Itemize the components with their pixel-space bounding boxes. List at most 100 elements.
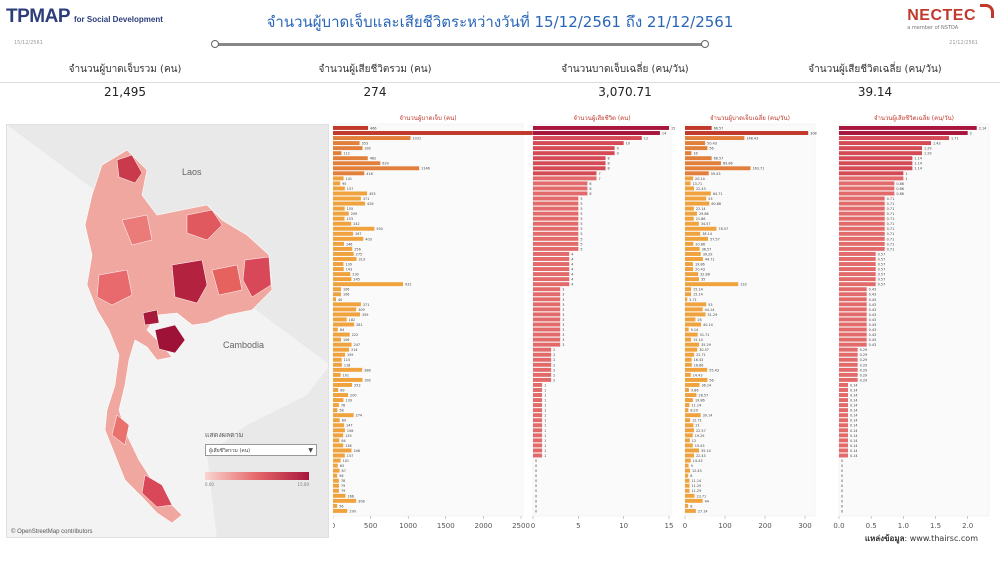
bar-value-label: 101 xyxy=(343,459,349,463)
bar-value-label: 8 xyxy=(608,162,610,166)
bar-value-label: 0 xyxy=(535,499,537,503)
chart-bar xyxy=(839,332,867,337)
chart-bar xyxy=(685,206,694,211)
chart-bar xyxy=(333,241,344,246)
chart-bar xyxy=(533,267,570,272)
bar-value-label: 89.86 xyxy=(723,162,733,166)
chart-bar xyxy=(685,428,695,433)
bar-value-label: 44.71 xyxy=(705,257,715,261)
bar-value-label: 5 xyxy=(580,247,582,251)
chart-bar xyxy=(839,347,858,352)
nectec-logo[interactable]: NECTEC a member of NSTDA xyxy=(907,7,976,31)
chart-bar xyxy=(839,372,858,377)
province-map[interactable]: Laos Cambodia แสดงผลตาม ผู้เสียชีวิตรวม … xyxy=(6,124,329,538)
chart-bar xyxy=(533,433,543,438)
bar-value-label: 247 xyxy=(354,343,360,347)
chart-bar xyxy=(839,433,849,438)
bar-value-label: 1 xyxy=(544,419,546,423)
bar-value-label: 5 xyxy=(580,202,582,206)
chart-bar xyxy=(685,171,709,176)
chart-bar xyxy=(533,257,570,261)
chart-bar xyxy=(685,458,691,463)
source-value[interactable]: : www.thairsc.com xyxy=(904,534,979,543)
chart-bar xyxy=(685,131,809,135)
map-attribution[interactable]: © OpenStreetMap contributors xyxy=(11,529,93,535)
chart-bar xyxy=(685,166,751,171)
chart-bar xyxy=(685,292,692,297)
bar-value-label: 9 xyxy=(617,147,619,151)
chart-bar xyxy=(685,347,698,352)
bar-value-label: 0 xyxy=(841,489,843,493)
bar-value-label: 133 xyxy=(740,283,746,287)
bar-value-label: 2 xyxy=(553,363,555,367)
bar-value-label: 0.57 xyxy=(878,268,886,272)
bar-value-label: 5.71 xyxy=(689,298,697,302)
bar-value-label: 253 xyxy=(354,383,360,387)
bar-value-label: 5 xyxy=(580,217,582,221)
date-range-slider[interactable]: 15/12/2561 21/12/2561 xyxy=(0,38,1000,52)
bar-value-label: 1 xyxy=(544,454,546,458)
chart-bar xyxy=(685,433,693,438)
bar-value-label: 5 xyxy=(580,197,582,201)
chart-bar xyxy=(685,156,712,161)
bar-value-label: 309 xyxy=(358,308,364,312)
bar-value-label: 15.14 xyxy=(693,288,703,292)
bar-value-label: 0 xyxy=(841,469,843,473)
bar-value-label: 78 xyxy=(341,404,345,408)
bar-value-label: 3 xyxy=(562,293,564,297)
bar-value-label: 3 xyxy=(562,318,564,322)
chart-bar xyxy=(333,433,344,438)
bar-value-label: 0.43 xyxy=(869,323,877,327)
chart-bar xyxy=(685,508,696,513)
bar-value-label: 11.29 xyxy=(692,484,702,488)
chart-bar xyxy=(839,136,950,141)
bar-value-label: 146 xyxy=(346,242,352,246)
bar-value-label: 44.14 xyxy=(705,308,715,312)
chart-bar xyxy=(333,453,345,458)
chart-bar xyxy=(685,136,745,141)
bar-value-label: 0.71 xyxy=(887,207,895,211)
bar-value-label: 56 xyxy=(339,504,343,508)
chart-plot-area xyxy=(332,123,524,517)
slider-start-handle[interactable] xyxy=(211,40,219,48)
slider-track[interactable] xyxy=(215,43,705,46)
bar-value-label: 44 xyxy=(705,499,709,503)
bar-value-label: 60.86 xyxy=(711,202,721,206)
x-tick-label: 1000 xyxy=(399,522,417,530)
chart-bar xyxy=(333,473,338,478)
bar-value-label: 0.71 xyxy=(887,197,895,201)
chart-bar xyxy=(839,428,849,433)
brand-sub: a member of NSTDA xyxy=(907,25,959,31)
bar-value-label: 0 xyxy=(535,459,537,463)
chart-bar xyxy=(533,272,570,277)
x-tick-label: 500 xyxy=(364,522,377,530)
kpi-label: จำนวนผู้เสียชีวิตรวม (คน) xyxy=(318,64,432,75)
legend-selected-value: ผู้เสียชีวิตรวม (คน) xyxy=(209,448,251,454)
chart-bar xyxy=(333,166,420,171)
chart-bar xyxy=(533,196,579,201)
bar-value-label: 16.86 xyxy=(694,363,704,367)
bar-value-label: 28.57 xyxy=(698,393,708,397)
chart-bar xyxy=(533,302,561,307)
chart-bar xyxy=(333,403,339,408)
tpmap-logo[interactable]: TPMAP for Social Development xyxy=(6,6,163,28)
kpi-label: จำนวนผู้บาดเจ็บรวม (คน) xyxy=(68,64,182,75)
chart-bar xyxy=(839,408,849,413)
bar-value-label: 95 xyxy=(342,182,346,186)
chart-bar xyxy=(333,423,345,428)
bar-value-label: 39.29 xyxy=(703,252,713,256)
legend-metric-select[interactable]: ผู้เสียชีวิตรวม (คน) ▼ xyxy=(205,444,317,456)
chart-bar xyxy=(839,156,913,161)
bar-value-label: 0 xyxy=(841,504,843,508)
bar-value-label: 1.43 xyxy=(933,142,941,146)
bar-value-label: 15.14 xyxy=(693,293,703,297)
bar-value-label: 26 xyxy=(697,318,701,322)
bar-value-label: 0.14 xyxy=(850,414,858,418)
bar-value-label: 5 xyxy=(580,212,582,216)
slider-end-handle[interactable] xyxy=(701,40,709,48)
chart-bar xyxy=(533,438,543,443)
bar-value-label: 209 xyxy=(351,212,357,216)
chart-bar xyxy=(533,126,669,130)
x-tick-label: 0.0 xyxy=(833,522,844,530)
bar-value-label: 3 xyxy=(562,298,564,302)
